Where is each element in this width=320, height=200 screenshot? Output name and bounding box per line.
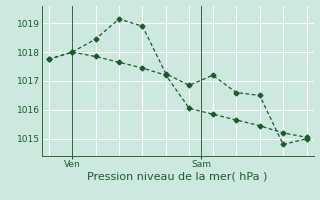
X-axis label: Pression niveau de la mer( hPa ): Pression niveau de la mer( hPa )	[87, 172, 268, 182]
